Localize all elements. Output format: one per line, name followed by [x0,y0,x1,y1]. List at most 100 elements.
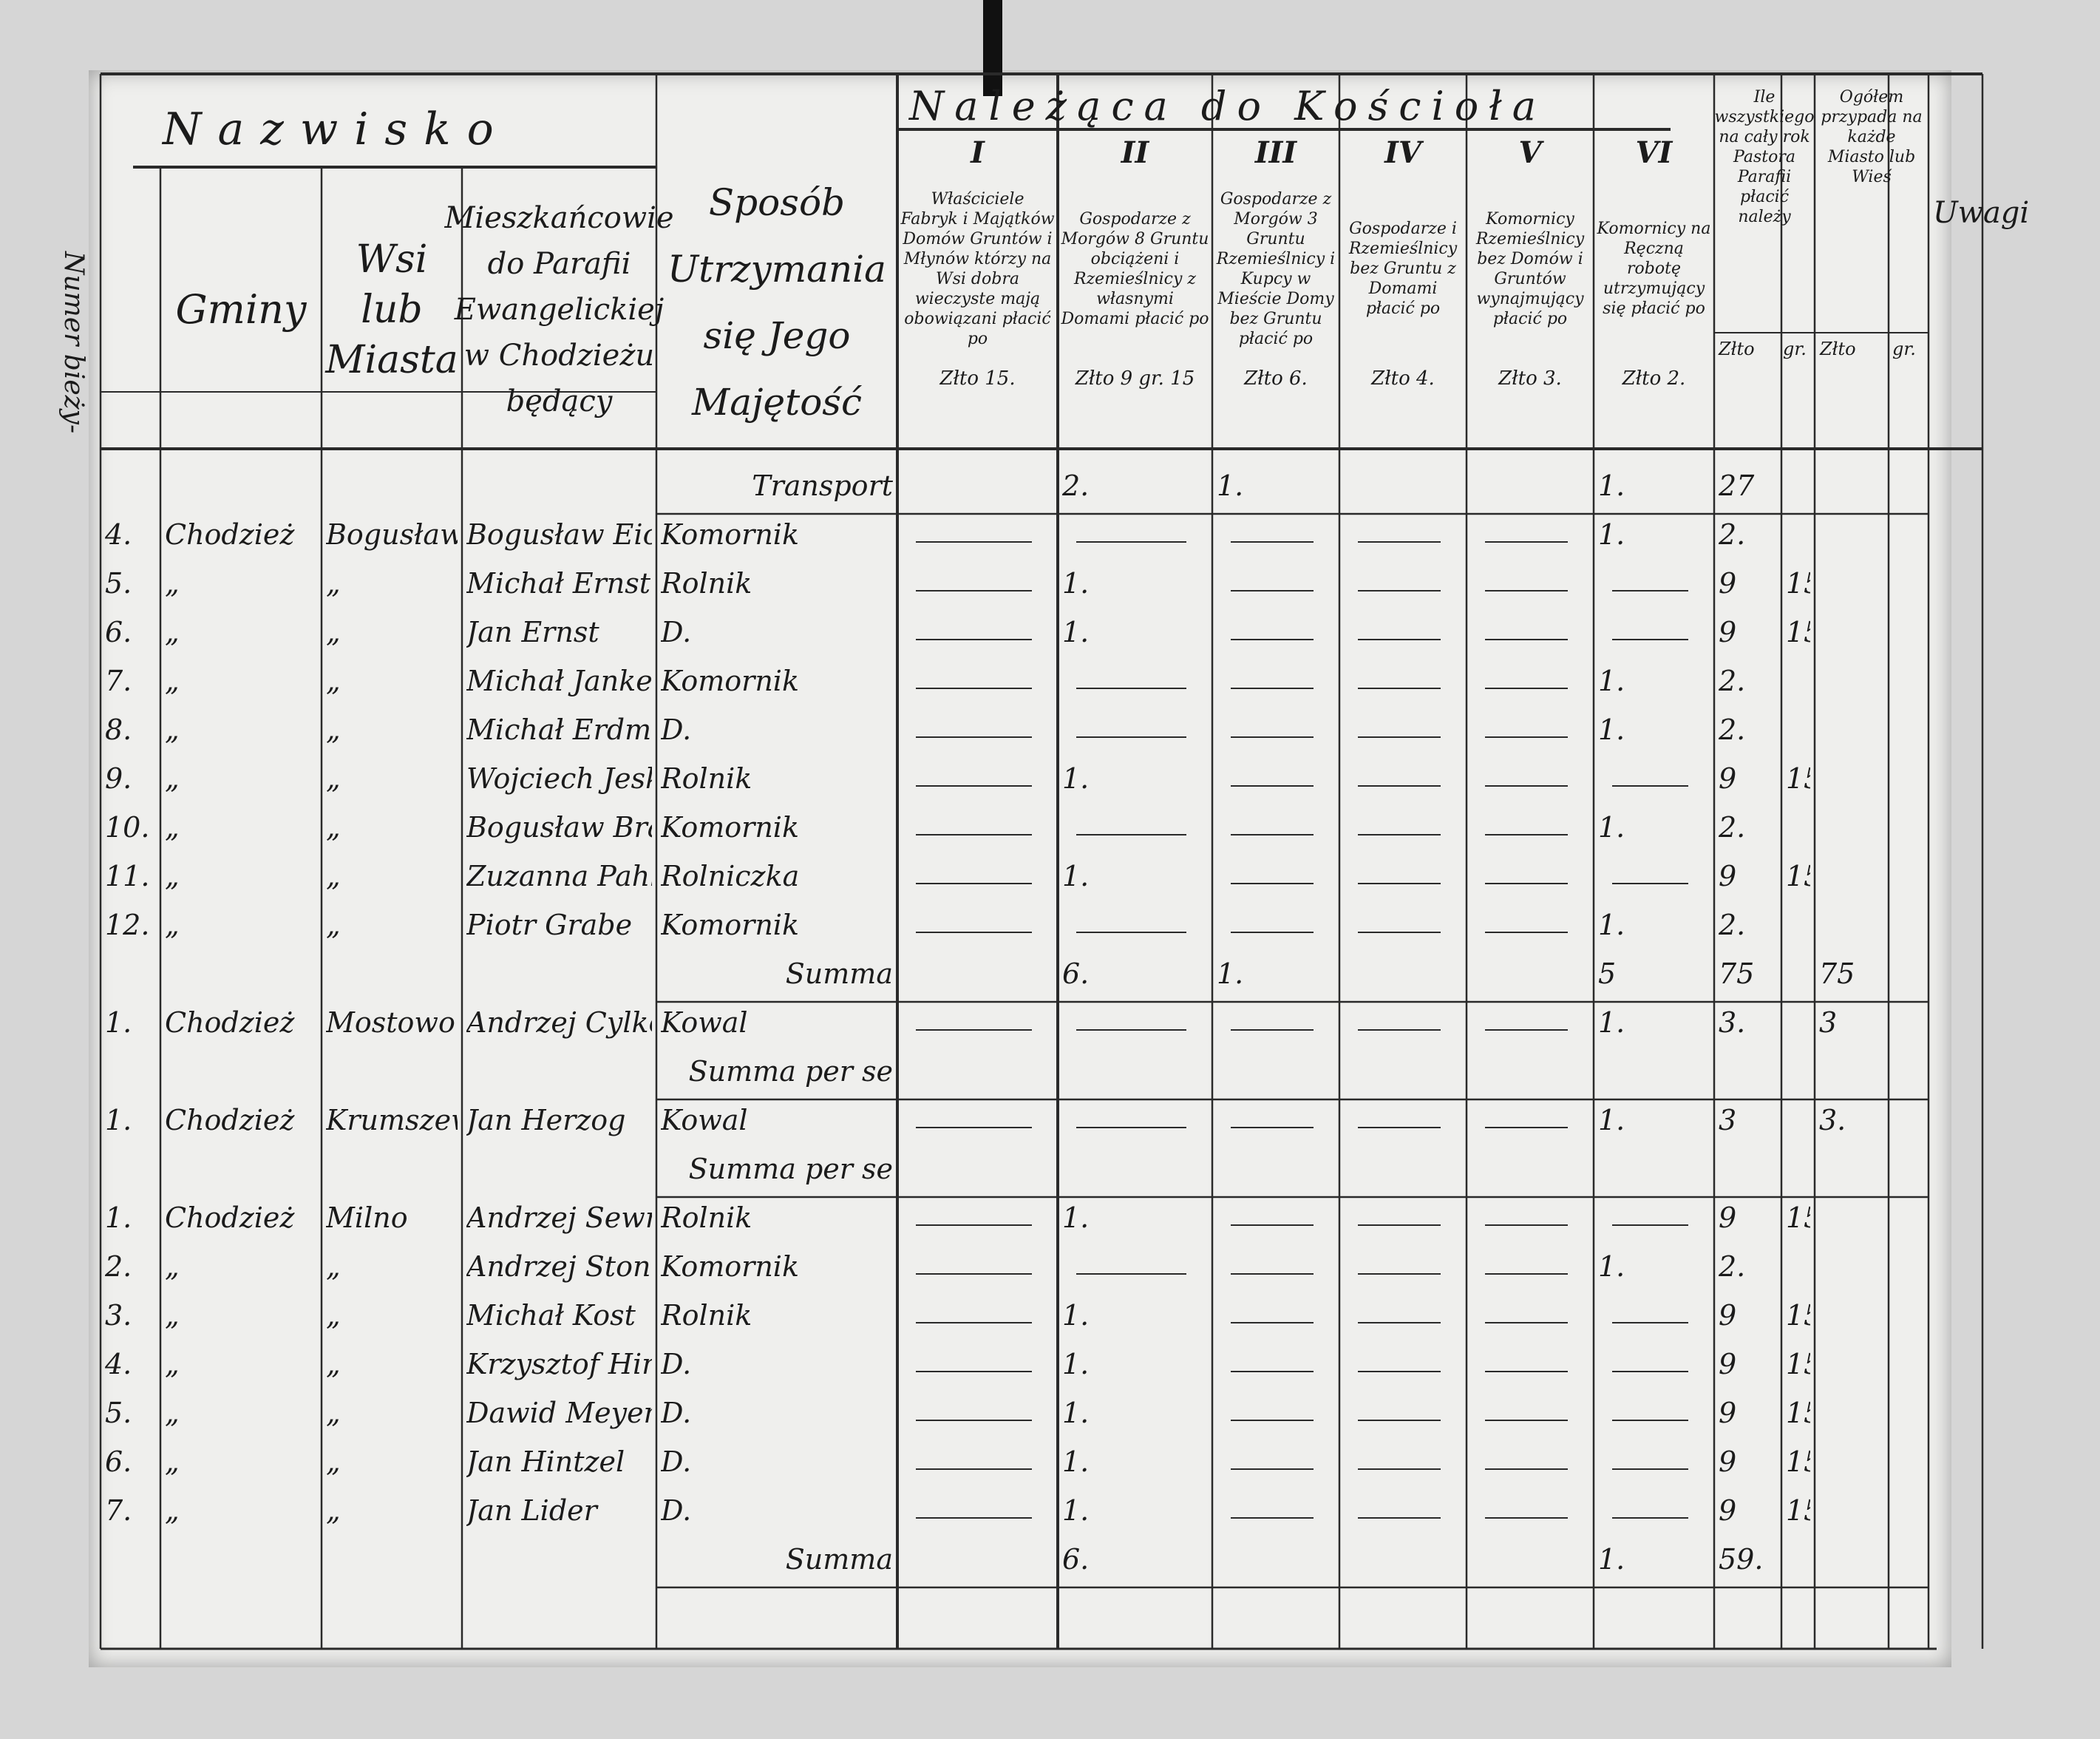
cell-gr: 15. [1786,1494,1810,1527]
cell-name: Jan Ernst [466,616,599,648]
column-numeral: V [1518,135,1542,170]
cell-name: Jan Lider [466,1494,597,1527]
cell-VI: 1. [1598,909,1625,941]
cell-gr: 15. [1786,1348,1810,1380]
cell-no: 5. [105,1397,132,1429]
group-heading: Nazwisko [163,104,510,155]
cell-zl: 9 [1719,1299,1737,1332]
cell-VI: 1. [1598,1006,1625,1039]
unit-label: gr. [1892,339,1916,359]
cell-name: Andrzej Cylke [466,1006,652,1039]
cell-zl2: 3. [1819,1104,1846,1136]
column-heading: Ogółem przypada na każde Miasto lub Wieś [1815,81,1929,377]
column-rate: Złto 9 gr. 15 [1075,367,1195,390]
cell-gr: 15. [1786,1299,1810,1332]
column-heading: II Gospodarze z Morgów 8 Gruntu obciążeni… [1058,129,1212,396]
cell-sposob: D. [661,713,692,746]
cell-zl: 9 [1719,1494,1737,1527]
cell-no: 8. [105,713,132,746]
column-heading: VI Komornicy na Ręczną robotę utrzymujący… [1594,129,1714,396]
column-heading: Mieszkańcowie do Parafii Ewangelickiej w… [444,170,673,449]
cell-name: Michał Erdman [466,713,652,746]
paper [89,70,1951,1667]
cell-gmina: Chodzież [165,1006,295,1039]
cell-VI: 1. [1598,811,1625,844]
cell-sposob: Summa per se [688,1055,893,1088]
cell-sposob: D. [661,1445,692,1478]
cell-gmina: „ [165,811,180,844]
column-heading-text: Ogółem przypada na każde Miasto lub Wieś [1821,88,1923,186]
cell-gmina: „ [165,1348,180,1380]
column-rate: Złto 3. [1498,367,1562,390]
cell-zl: 9 [1719,567,1737,600]
cell-no: 4. [105,518,132,551]
column-rate: Złto 6. [1244,367,1308,390]
cell-II: 6. [1062,957,1090,990]
cell-gmina: „ [165,567,180,600]
cell-gmina: „ [165,1494,180,1527]
cell-wies: „ [326,1250,341,1283]
column-heading-text: Komornicy Rzemieślnicy bez Domów i Grunt… [1475,209,1585,328]
cell-gmina: „ [165,909,180,941]
cell-wies: „ [326,1494,341,1527]
cell-name: Zuzanna Pahl [466,860,652,892]
cell-zl: 75 [1719,957,1755,990]
cell-wies: „ [326,860,341,892]
cell-gr: 15. [1786,1201,1810,1234]
cell-no: 4. [105,1348,132,1380]
cell-gmina: „ [165,860,180,892]
cell-zl: 9 [1719,1348,1737,1380]
cell-name: Jan Hintzel [466,1445,625,1478]
cell-II: 1. [1062,1201,1090,1234]
cell-zl: 2. [1719,1250,1746,1283]
cell-no: 3. [105,1299,132,1332]
unit-label: gr. [1783,339,1807,359]
cell-zl2: 75 [1819,957,1855,990]
cell-zl: 9 [1719,616,1737,648]
cell-name: Michał Kost [466,1299,636,1332]
cell-sposob: Summa [785,1543,893,1576]
cell-gmina: „ [165,616,180,648]
cell-II: 1. [1062,1494,1090,1527]
cell-name: Bogusław Eichler [466,518,652,551]
cell-zl: 9 [1719,860,1737,892]
column-heading: Sposób Utrzymania się Jego Majętość [656,155,897,449]
cell-sposob: Komornik [661,1250,799,1283]
cell-zl: 9 [1719,1445,1737,1478]
cell-VI: 1. [1598,470,1625,502]
unit-label: Złto [1719,339,1755,359]
cell-wies: „ [326,1299,341,1332]
column-heading: Gminy [175,285,307,333]
column-heading-text: Komornicy na Ręczną robotę utrzymujący s… [1597,220,1711,318]
cell-sposob: Summa per se [688,1153,893,1185]
cell-gr: 15. [1786,1445,1810,1478]
cell-sposob: Rolnik [661,1201,752,1234]
cell-zl: 2. [1719,909,1746,941]
cell-zl: 59. [1719,1543,1764,1576]
cell-name: Piotr Grabe [466,909,633,941]
column-heading-text: Gospodarze z Morgów 8 Gruntu obciążeni i… [1061,209,1209,328]
cell-sposob: Summa [785,957,893,990]
cell-gmina: „ [165,762,180,795]
cell-II: 6. [1062,1543,1090,1576]
cell-zl: 27 [1719,470,1755,502]
cell-II: 1. [1062,860,1090,892]
column-heading: Ile wszystkiego na cały rok Pastora Para… [1714,81,1815,377]
cell-sposob: Rolnik [661,762,752,795]
cell-name: Jan Herzog [466,1104,626,1136]
cell-VI: 1. [1598,713,1625,746]
column-heading-text: Gospodarze i Rzemieślnicy bez Gruntu z D… [1348,220,1458,318]
cell-wies: Mostowo [326,1006,455,1039]
side-label: Numer bieży- [58,251,89,434]
cell-gmina: Chodzież [165,1104,295,1136]
cell-zl: 9 [1719,1201,1737,1234]
cell-II: 1. [1062,1397,1090,1429]
column-heading-text: Mieszkańcowie do Parafii Ewangelickiej w… [444,200,674,418]
cell-gr: 15. [1786,567,1810,600]
cell-name: Michał Janke [466,665,652,697]
cell-gr: 15. [1786,860,1810,892]
column-numeral: II [1121,135,1149,170]
